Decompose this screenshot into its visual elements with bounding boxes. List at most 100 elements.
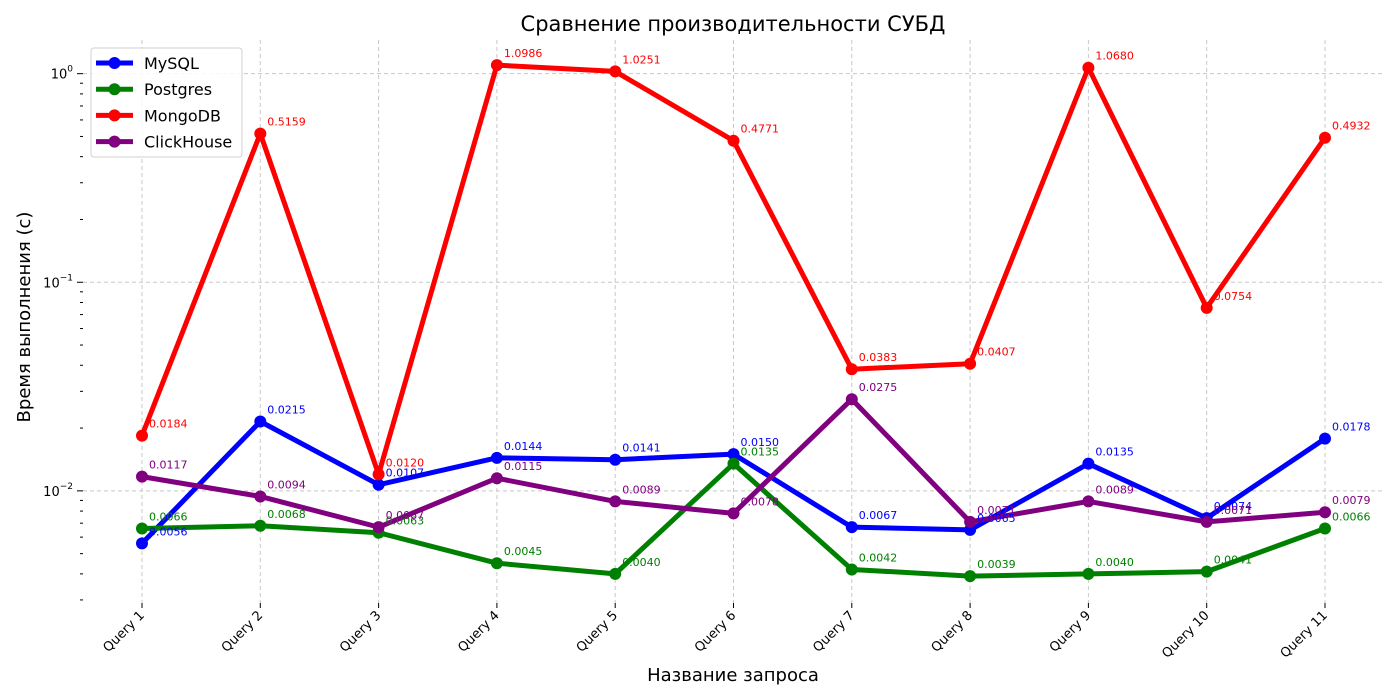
data-point [727,448,740,461]
data-label: 0.0115 [504,460,543,473]
data-label: 0.0071 [977,504,1016,517]
legend-item: ClickHouse [96,133,232,152]
data-point [254,127,267,140]
data-label: 0.0066 [1332,511,1371,524]
data-point [490,557,503,570]
legend-label: MySQL [144,54,199,73]
data-point [727,457,740,470]
x-tick-label: Query 10 [1159,608,1212,661]
legend-box [90,47,243,158]
data-point [254,415,267,428]
data-point [964,570,977,583]
legend-label: MongoDB [144,106,221,125]
series-mongodb [136,59,1331,481]
data-point [845,563,858,576]
data-label: 0.0150 [741,436,780,449]
data-point [1082,495,1095,508]
legend-item: MongoDB [96,106,221,125]
data-point [136,429,148,442]
x-tick-label: Query 4 [455,608,502,655]
data-label: 1.0680 [1095,50,1134,63]
legend: MySQL Postgres MongoDB ClickHouse [90,47,243,158]
data-point [1082,457,1095,470]
legend-label: Postgres [144,80,212,99]
x-tick-label: Query 11 [1278,608,1331,661]
data-point [609,453,622,466]
data-label: 1.0251 [622,53,661,66]
data-label: 0.0089 [1095,483,1134,496]
x-tick-label: Query 9 [1047,608,1094,655]
data-point [136,522,148,535]
data-point [1319,506,1331,519]
data-point [727,134,740,147]
data-label: 0.0042 [859,551,898,564]
data-point [845,393,858,406]
x-tick-label: Query 2 [219,608,266,655]
data-point [490,451,503,464]
legend-marker [108,83,121,96]
data-label: 0.4771 [741,123,780,136]
data-point [1200,301,1213,314]
data-label: 0.0040 [622,556,661,569]
data-label: 0.0275 [859,381,898,394]
data-point [845,521,858,534]
series-clickhouse [136,393,1331,534]
data-point [372,468,385,481]
y-axis-label: Время выполнения (с) [14,212,35,423]
x-tick-label: Query 1 [101,608,148,655]
data-label: 0.0107 [386,467,425,480]
data-point [609,65,622,78]
data-label: 0.0117 [149,459,188,472]
data-label: 0.0067 [386,509,425,522]
y-tick-label: 100 [51,65,74,83]
data-point [964,357,977,370]
data-label: 0.0056 [149,525,188,538]
data-point [490,59,503,72]
data-point [1082,61,1095,74]
data-label: 0.0045 [504,545,543,558]
data-point [372,521,385,534]
y-tick-label: 10−1 [43,273,73,291]
legend-marker [108,135,121,148]
data-point [1082,567,1095,580]
x-axis-label: Название запроса [647,665,819,686]
data-label: 0.0144 [504,440,543,453]
data-point [609,567,622,580]
x-tick-label: Query 6 [692,608,739,655]
series-lines [136,59,1331,583]
data-label: 0.0078 [741,495,780,508]
data-label: 0.0068 [267,508,306,521]
data-point [1319,432,1331,445]
data-label: 0.0040 [1095,556,1134,569]
x-tick-label: Query 7 [810,608,857,655]
data-label: 0.0135 [1095,446,1134,459]
data-label: 0.0065 [977,512,1016,525]
data-label: 0.0094 [267,478,306,491]
data-point [136,470,148,483]
data-label: 0.0071 [1214,504,1253,517]
data-point [1200,515,1213,528]
legend-item: Postgres [96,80,212,99]
data-label: 0.0135 [741,446,780,459]
data-point [1319,131,1331,144]
data-point [136,537,148,550]
data-point [1200,565,1213,578]
data-point [964,515,977,528]
y-axis: 10−2 10−1 100 [43,65,83,601]
legend-marker [108,57,121,69]
data-label: 0.0178 [1332,421,1371,434]
x-tick-label: Query 5 [574,608,621,655]
chart-title: Сравнение производительности СУБД [521,12,946,36]
data-label: 0.0074 [1214,500,1253,513]
data-label: 0.0039 [977,558,1016,571]
data-label: 0.0066 [149,511,188,524]
data-point [372,478,385,491]
legend-label: ClickHouse [144,133,232,152]
data-label: 0.0215 [267,404,306,417]
y-tick-label: 10−2 [43,482,73,500]
data-point [727,507,740,520]
data-label: 0.0184 [149,418,188,431]
data-label: 0.0041 [1214,554,1253,567]
data-point [845,363,858,376]
